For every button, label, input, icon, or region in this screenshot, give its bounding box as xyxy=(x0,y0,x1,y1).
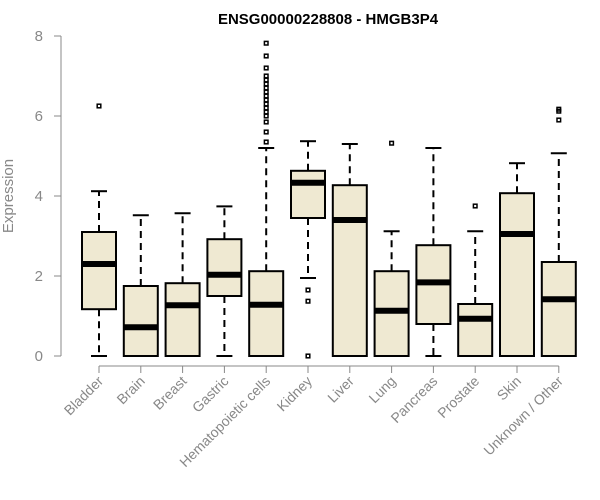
box-lung xyxy=(373,140,410,358)
iqr-box xyxy=(206,238,243,297)
x-tick-label: Lung xyxy=(365,373,398,406)
outlier-point xyxy=(263,113,269,119)
outlier-point xyxy=(263,77,269,83)
y-tick-label: 8 xyxy=(35,28,43,45)
outlier-point xyxy=(263,65,269,71)
box-unknown-other xyxy=(540,106,577,357)
y-axis-label: Expression xyxy=(0,159,17,233)
outlier-point xyxy=(263,73,269,79)
x-tick-label: Unknown / Other xyxy=(480,373,566,459)
outlier-point xyxy=(263,89,269,95)
outlier-point xyxy=(263,129,269,135)
x-tick-label: Brain xyxy=(113,373,147,407)
box-breast xyxy=(164,212,201,358)
outlier-point xyxy=(305,287,311,293)
iqr-box xyxy=(457,303,494,357)
outlier-point xyxy=(305,298,311,304)
box-kidney xyxy=(290,140,326,359)
outlier-point xyxy=(263,40,269,46)
y-tick-label: 2 xyxy=(35,268,43,285)
outlier-point xyxy=(556,117,562,123)
box-prostate xyxy=(457,203,494,357)
x-tick-label: Prostate xyxy=(434,373,482,421)
outlier-point xyxy=(556,106,562,112)
outlier-point xyxy=(305,353,311,359)
outlier-point xyxy=(263,109,269,115)
box-hematopoietic-cells xyxy=(248,40,285,358)
iqr-box xyxy=(81,231,117,311)
iqr-box xyxy=(499,192,535,357)
iqr-box xyxy=(290,169,326,220)
x-tick-label: Liver xyxy=(324,373,357,406)
outlier-point xyxy=(263,93,269,99)
outlier-point xyxy=(263,139,269,145)
outlier-point xyxy=(263,119,269,125)
box-brain xyxy=(122,214,159,357)
iqr-box xyxy=(540,261,577,357)
box-liver xyxy=(331,143,368,357)
iqr-box xyxy=(164,282,201,358)
outlier-point xyxy=(263,105,269,111)
box-pancreas xyxy=(415,147,452,357)
outlier-point xyxy=(96,103,102,109)
y-tick-label: 0 xyxy=(35,348,43,365)
box-skin xyxy=(499,162,535,357)
outlier-point xyxy=(263,81,269,87)
iqr-box xyxy=(248,270,285,358)
chart-title: ENSG00000228808 - HMGB3P4 xyxy=(218,11,439,28)
outlier-point xyxy=(263,85,269,91)
x-tick-label: Breast xyxy=(150,373,190,413)
outlier-point xyxy=(263,53,269,59)
outlier-point xyxy=(263,101,269,107)
outlier-point xyxy=(472,203,478,209)
x-tick-label: Kidney xyxy=(274,373,316,415)
x-tick-label: Skin xyxy=(494,373,525,404)
box-bladder xyxy=(81,103,117,357)
y-tick-label: 6 xyxy=(35,108,43,125)
iqr-box xyxy=(331,184,368,357)
outlier-point xyxy=(263,97,269,103)
outlier-point xyxy=(389,140,395,146)
x-tick-label: Bladder xyxy=(61,373,107,419)
box-gastric xyxy=(206,205,243,357)
plot-area xyxy=(81,40,577,359)
y-axis: 0 2 4 6 8 xyxy=(35,28,62,365)
y-tick-label: 4 xyxy=(35,188,43,205)
iqr-box xyxy=(122,285,159,357)
